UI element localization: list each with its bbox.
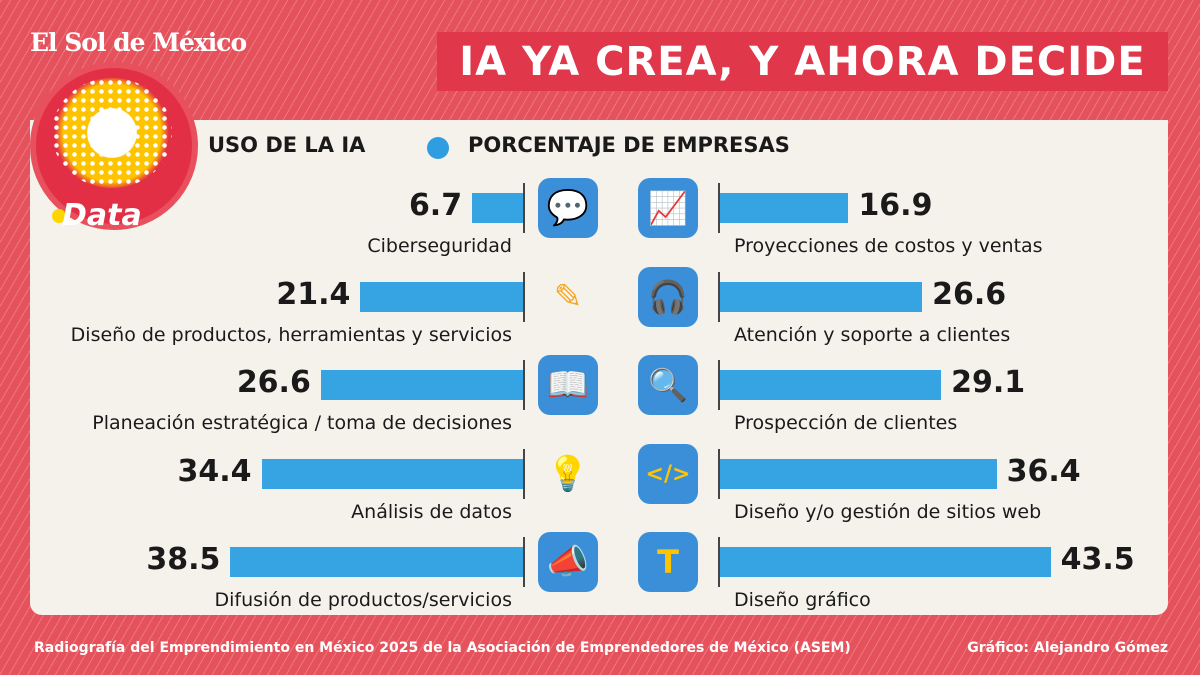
axis-line xyxy=(718,272,720,322)
megaphone-icon: 📣 xyxy=(538,532,598,592)
chart-card xyxy=(30,120,1168,615)
value-label: 38.5 xyxy=(146,542,221,577)
clipboard-chart-icon: 📈 xyxy=(638,178,698,238)
bar xyxy=(261,459,523,489)
bar xyxy=(320,370,523,400)
data-logo-text: Data xyxy=(62,198,142,233)
credit: Gráfico: Alejandro Gómez xyxy=(967,640,1168,656)
category-label: Prospección de clientes xyxy=(734,412,958,434)
value-label: 34.4 xyxy=(177,454,252,489)
bar xyxy=(472,193,523,223)
category-label: Proyecciones de costos y ventas xyxy=(734,235,1043,257)
legend-category: USO DE LA IA xyxy=(208,133,366,157)
source-note: Radiografía del Emprendimiento en México… xyxy=(34,640,851,656)
bar xyxy=(720,282,923,312)
bar xyxy=(230,547,523,577)
magnifier-eye-icon: 🔍 xyxy=(638,355,698,415)
category-label: Diseño y/o gestión de sitios web xyxy=(734,501,1042,523)
legend-swatch xyxy=(427,137,449,159)
category-label: Atención y soporte a clientes xyxy=(734,324,1011,346)
data-logo-dot xyxy=(52,209,66,223)
axis-line xyxy=(718,183,720,233)
bar xyxy=(720,459,997,489)
page-title: IA YA CREA, Y AHORA DECIDE xyxy=(437,32,1168,91)
legend-series: PORCENTAJE DE EMPRESAS xyxy=(468,133,790,157)
web-code-icon: </> xyxy=(638,444,698,504)
category-label: Difusión de productos/servicios xyxy=(214,589,513,611)
value-label: 26.6 xyxy=(932,277,1007,312)
value-label: 6.7 xyxy=(408,188,463,223)
pencil-icon: ✎ xyxy=(553,277,583,317)
axis-line xyxy=(718,360,720,410)
value-label: 26.6 xyxy=(236,365,311,400)
axis-line xyxy=(718,449,720,499)
value-label: 36.4 xyxy=(1006,454,1081,489)
category-label: Diseño de productos, herramientas y serv… xyxy=(70,324,512,346)
category-label: Planeación estratégica / toma de decisio… xyxy=(92,412,512,434)
headset-icon: 🎧 xyxy=(638,267,698,327)
axis-line xyxy=(523,360,525,410)
category-label: Diseño gráfico xyxy=(734,589,871,611)
value-label: 43.5 xyxy=(1060,542,1135,577)
bar xyxy=(720,547,1051,577)
bar xyxy=(360,282,523,312)
brand-logo: El Sol de México xyxy=(30,28,247,57)
value-label: 21.4 xyxy=(276,277,351,312)
axis-line xyxy=(523,537,525,587)
axis-line xyxy=(523,183,525,233)
lightbulb-icon: 💡 xyxy=(546,454,590,494)
axis-line xyxy=(523,272,525,322)
book-chart-icon: 📖 xyxy=(538,355,598,415)
category-label: Ciberseguridad xyxy=(367,235,512,257)
axis-line xyxy=(523,449,525,499)
typography-brush-icon: T xyxy=(638,532,698,592)
value-label: 16.9 xyxy=(858,188,933,223)
chat-chip-icon: 💬 xyxy=(538,178,598,238)
data-logo-dots xyxy=(52,78,172,188)
category-label: Análisis de datos xyxy=(351,501,512,523)
value-label: 29.1 xyxy=(951,365,1026,400)
axis-line xyxy=(718,537,720,587)
bar xyxy=(720,193,849,223)
bar xyxy=(720,370,942,400)
